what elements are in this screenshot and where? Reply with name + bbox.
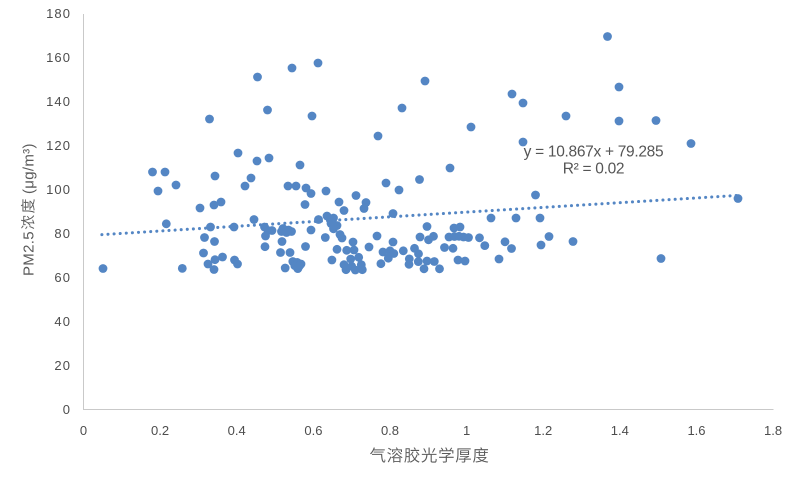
svg-text:(μg/m³): (μg/m³) bbox=[21, 143, 38, 194]
svg-text:0.8: 0.8 bbox=[381, 423, 399, 438]
svg-text:120: 120 bbox=[46, 138, 71, 153]
svg-text:PM2.5: PM2.5 bbox=[21, 231, 38, 276]
svg-text:R² = 0.02: R² = 0.02 bbox=[563, 160, 625, 177]
svg-text:160: 160 bbox=[46, 50, 71, 65]
svg-text:100: 100 bbox=[46, 182, 71, 197]
svg-text:1.8: 1.8 bbox=[764, 423, 782, 438]
svg-text:1: 1 bbox=[463, 423, 470, 438]
svg-text:0.4: 0.4 bbox=[228, 423, 246, 438]
svg-text:0.2: 0.2 bbox=[151, 423, 169, 438]
svg-text:0: 0 bbox=[63, 402, 71, 417]
svg-text:1.6: 1.6 bbox=[687, 423, 705, 438]
svg-text:20: 20 bbox=[54, 358, 71, 373]
svg-text:1.4: 1.4 bbox=[611, 423, 629, 438]
svg-text:0: 0 bbox=[80, 423, 87, 438]
svg-text:y = 10.867x + 79.285: y = 10.867x + 79.285 bbox=[524, 143, 664, 160]
svg-text:140: 140 bbox=[46, 94, 71, 109]
svg-text:1.2: 1.2 bbox=[534, 423, 552, 438]
svg-text:60: 60 bbox=[54, 270, 71, 285]
svg-text:0.6: 0.6 bbox=[304, 423, 322, 438]
svg-text:180: 180 bbox=[46, 6, 71, 21]
svg-text:40: 40 bbox=[54, 314, 71, 329]
svg-text:80: 80 bbox=[54, 226, 71, 241]
